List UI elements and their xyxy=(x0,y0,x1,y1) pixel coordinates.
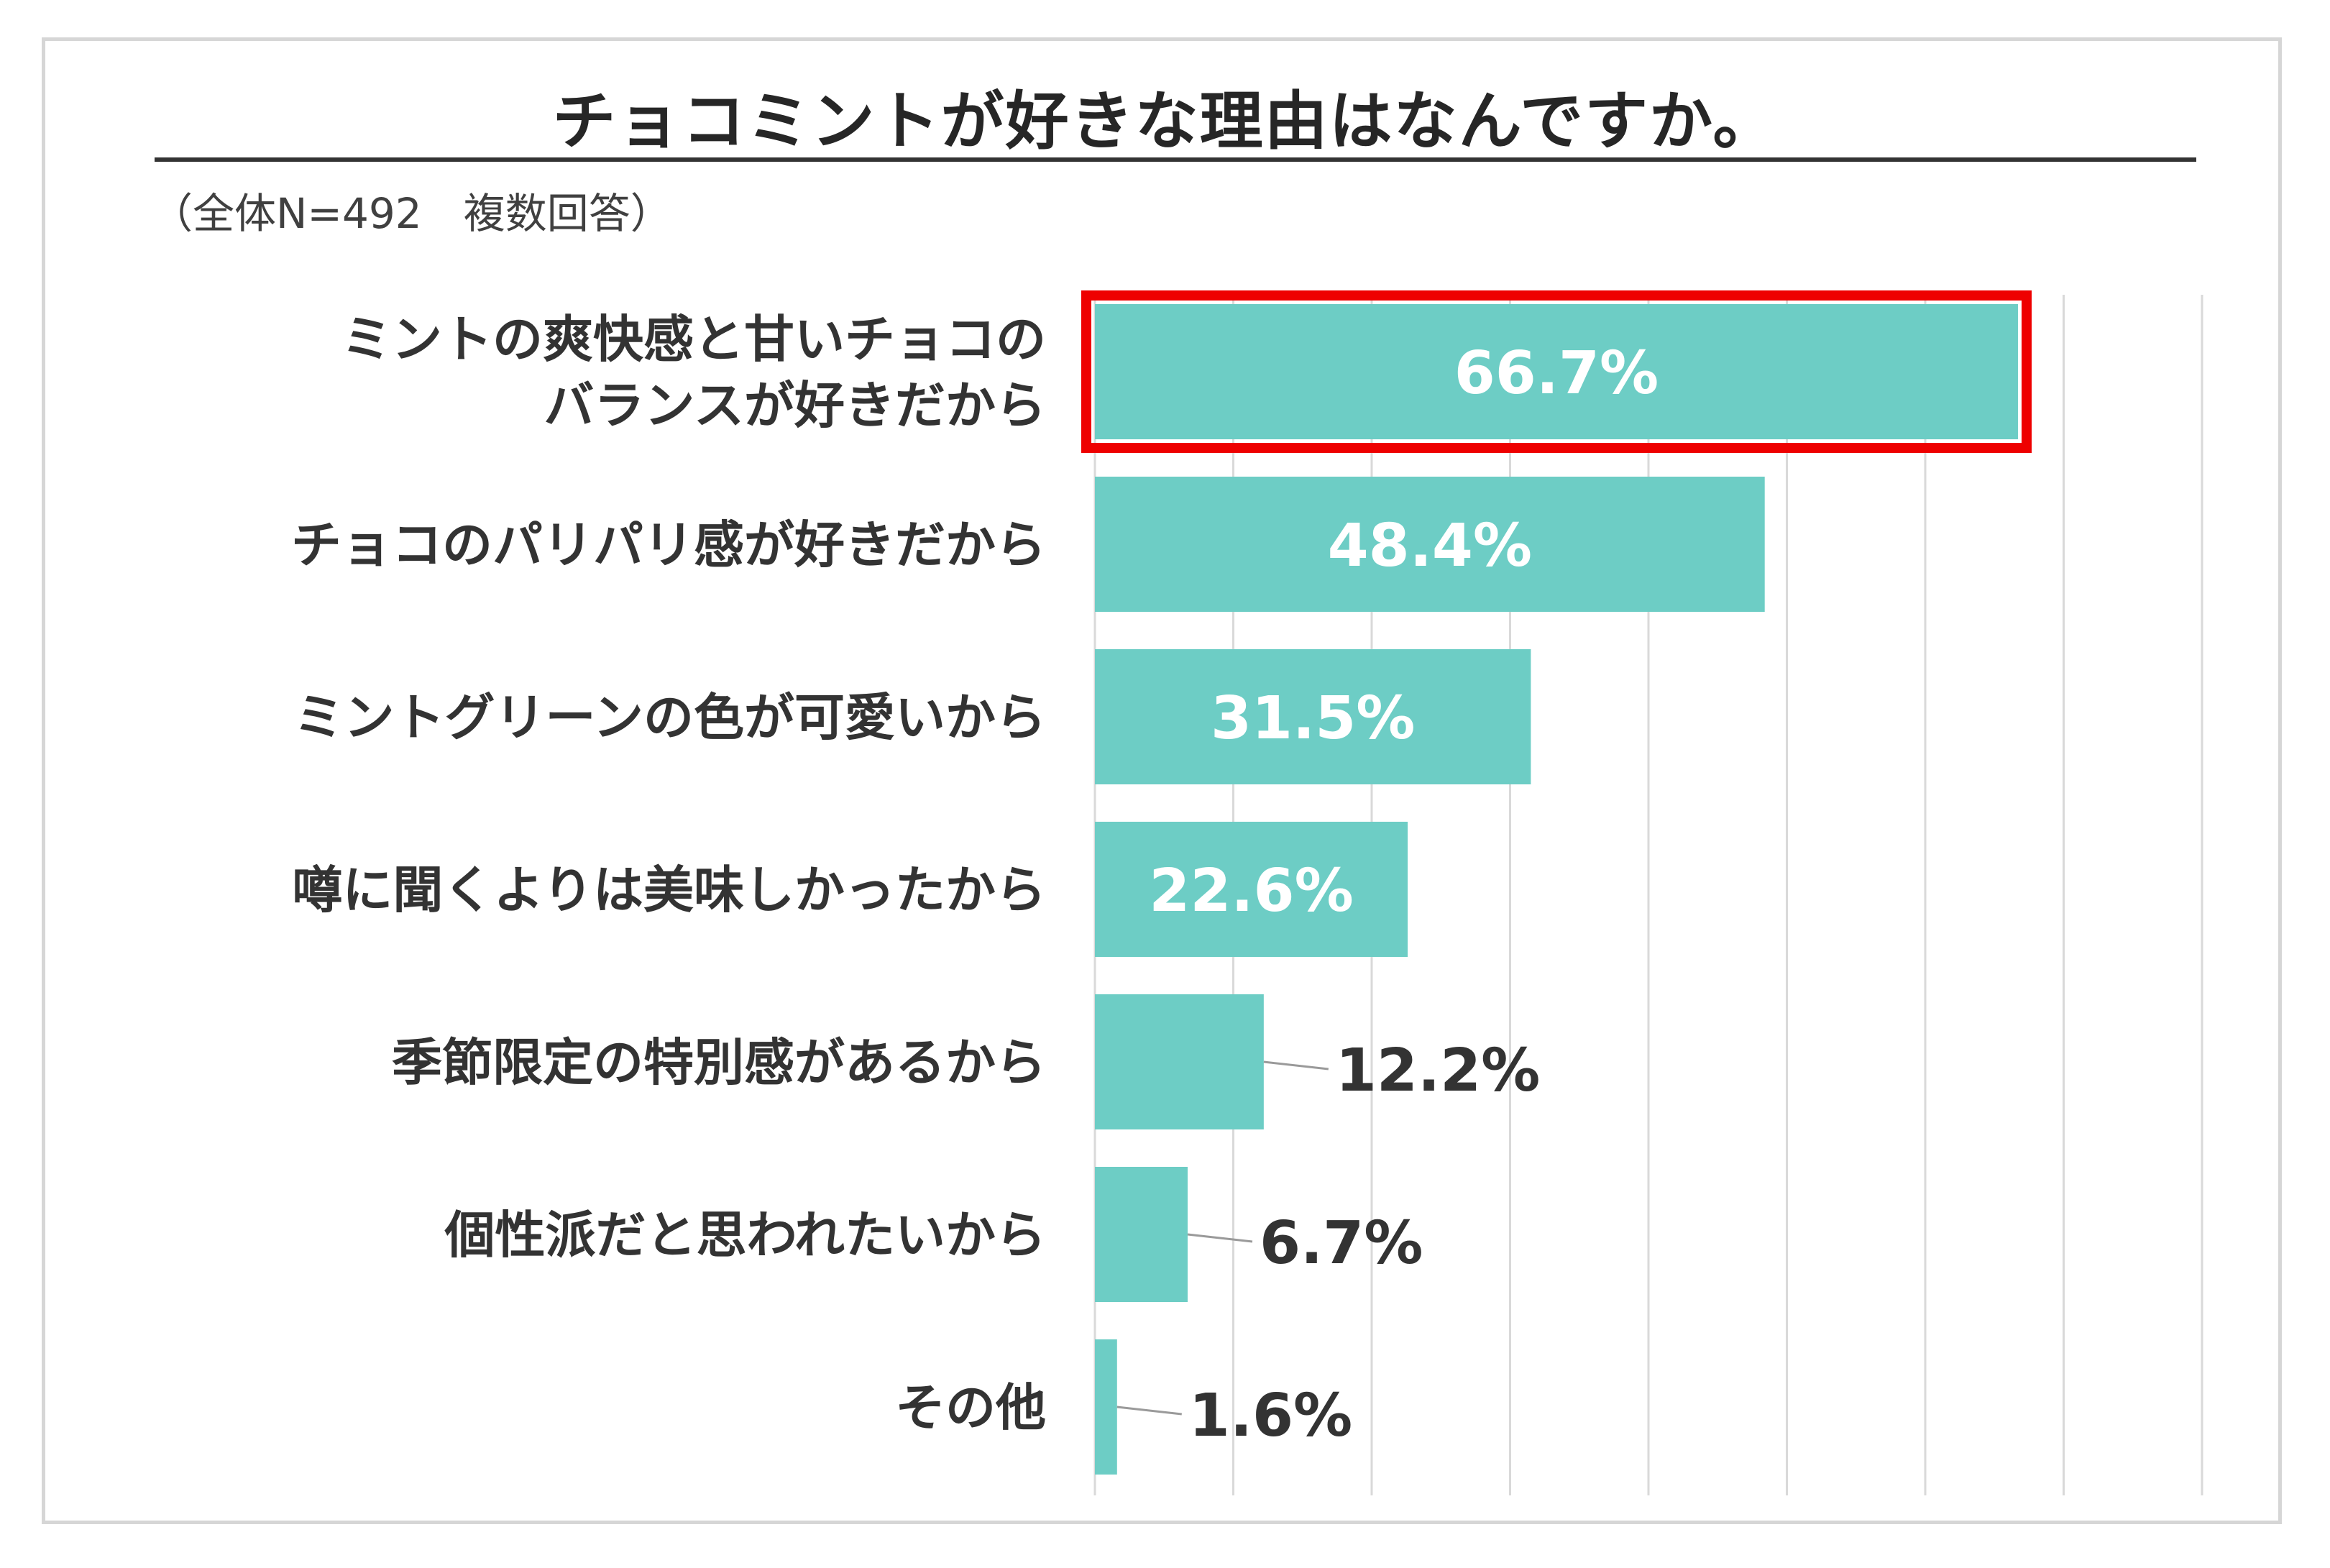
bar xyxy=(1095,1339,1117,1475)
bar xyxy=(1095,822,1408,957)
data-label: 48.4% xyxy=(1328,512,1532,580)
category-label: その他 xyxy=(895,1378,1046,1437)
data-label: 6.7% xyxy=(1260,1209,1423,1278)
data-label: 66.7% xyxy=(1454,339,1659,408)
category-label: バランスが好きだから xyxy=(543,376,1046,435)
category-label: ミントグリーンの色が可愛いから xyxy=(294,688,1047,747)
chart-subtitle: （全体N=492 複数回答） xyxy=(151,189,672,238)
title-underline xyxy=(155,157,2196,162)
bar xyxy=(1095,994,1264,1129)
highlight-box xyxy=(1081,290,2032,453)
leader-line xyxy=(1187,1233,1253,1243)
data-label: 31.5% xyxy=(1211,684,1415,753)
category-label: ミントの爽快感と甘いチョコの xyxy=(341,310,1046,369)
chart-title: チョコミントが好きな理由はなんですか。 xyxy=(552,84,1778,158)
bar xyxy=(1095,649,1531,784)
category-label: 季節限定の特別感があるから xyxy=(392,1033,1046,1092)
bar xyxy=(1095,1167,1188,1302)
leader-line xyxy=(1116,1406,1182,1416)
data-label: 12.2% xyxy=(1336,1037,1540,1105)
bars xyxy=(1081,290,2032,1475)
bar xyxy=(1095,477,1765,612)
category-label: 噂に聞くよりは美味しかったから xyxy=(292,861,1046,920)
category-label: チョコのパリパリ感が好きだから xyxy=(291,515,1046,574)
data-label: 22.6% xyxy=(1149,857,1353,925)
category-label: 個性派だと思われたいから xyxy=(444,1206,1047,1265)
data-label: 1.6% xyxy=(1189,1382,1352,1450)
bar xyxy=(1095,304,2018,439)
leader-line xyxy=(1263,1060,1329,1070)
